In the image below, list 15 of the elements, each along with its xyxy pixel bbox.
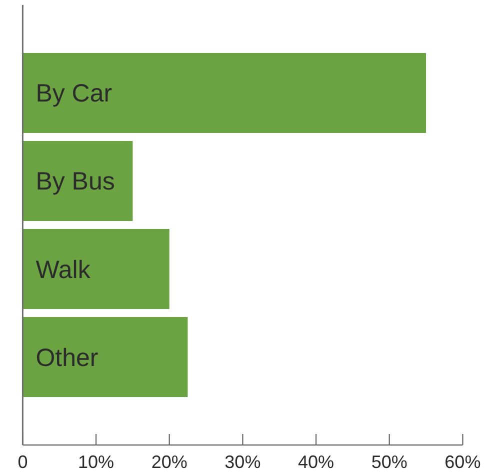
x-tick-label: 30% bbox=[224, 452, 261, 472]
y-tick-label: By Bus bbox=[36, 168, 115, 196]
bar bbox=[22, 317, 188, 398]
x-tick-label: 60% bbox=[444, 452, 481, 472]
y-tick-label: By Car bbox=[36, 80, 112, 108]
bar bbox=[22, 52, 426, 133]
y-tick-label: Other bbox=[36, 344, 98, 372]
x-tick-label: 0 bbox=[18, 452, 28, 472]
x-tick-label: 50% bbox=[371, 452, 408, 472]
x-tick-label: 20% bbox=[151, 452, 188, 472]
bar bbox=[22, 229, 170, 310]
x-tick-label: 10% bbox=[78, 452, 114, 472]
bar bbox=[22, 140, 133, 221]
y-tick-label: Walk bbox=[36, 256, 91, 284]
x-tick-label: 40% bbox=[298, 452, 334, 472]
